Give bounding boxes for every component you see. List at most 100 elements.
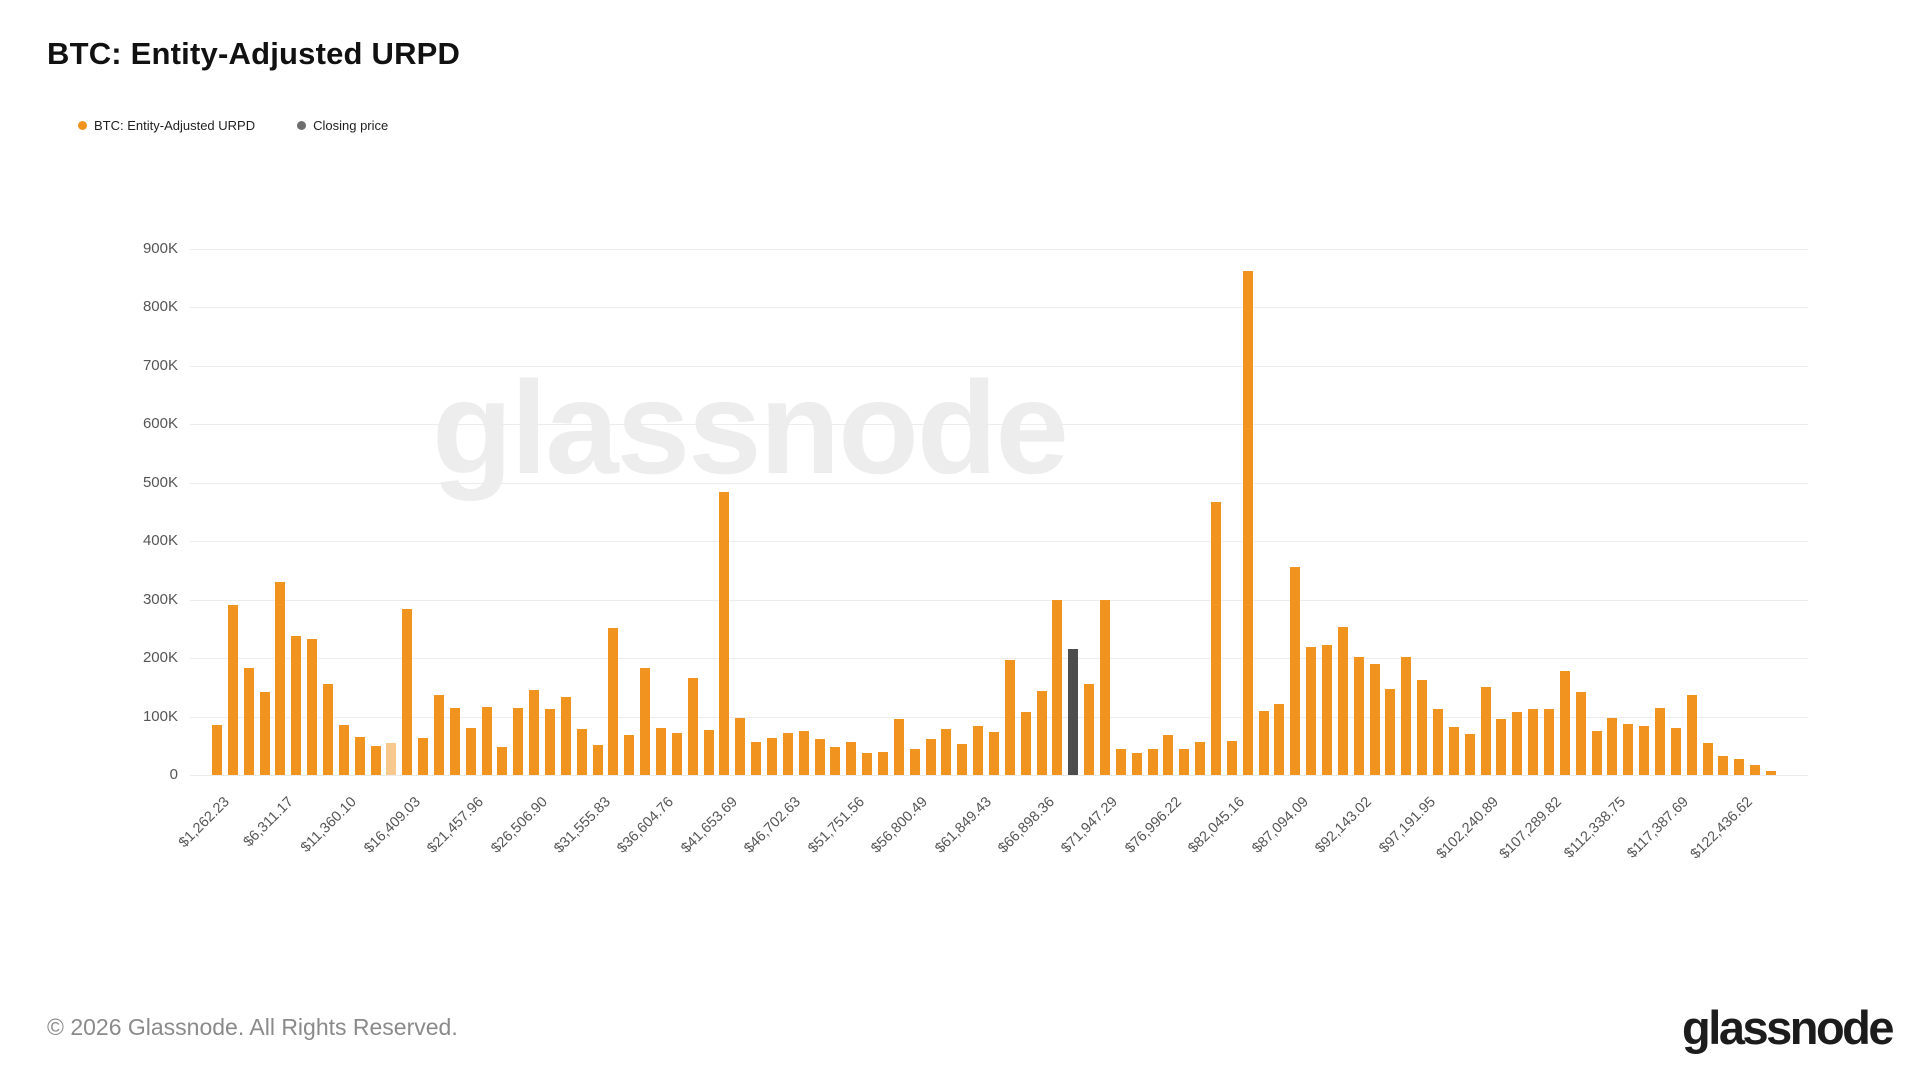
urpd-bar[interactable] — [1274, 704, 1285, 775]
urpd-bar[interactable] — [1036, 690, 1047, 775]
urpd-bar[interactable] — [354, 736, 365, 775]
urpd-bar[interactable] — [1306, 646, 1317, 775]
urpd-bar[interactable] — [893, 719, 904, 775]
urpd-bar[interactable] — [766, 737, 777, 775]
urpd-bar[interactable] — [1385, 689, 1396, 775]
urpd-bar[interactable] — [1448, 727, 1459, 775]
urpd-bar[interactable] — [624, 735, 635, 775]
urpd-bar[interactable] — [814, 739, 825, 775]
urpd-bar[interactable] — [877, 751, 888, 775]
legend-item-closing-price[interactable]: Closing price — [297, 118, 388, 133]
urpd-bar[interactable] — [687, 677, 698, 775]
urpd-bar[interactable] — [1607, 717, 1618, 775]
urpd-bar[interactable] — [782, 732, 793, 775]
urpd-bar[interactable] — [291, 636, 302, 775]
urpd-bar[interactable] — [1163, 735, 1174, 775]
urpd-bar[interactable] — [497, 746, 508, 775]
urpd-bar[interactable] — [1004, 659, 1015, 775]
urpd-bar[interactable] — [957, 743, 968, 775]
urpd-bar[interactable] — [529, 689, 540, 775]
urpd-bar[interactable] — [1147, 748, 1158, 775]
urpd-bar[interactable] — [862, 752, 873, 775]
urpd-bar[interactable] — [909, 749, 920, 775]
urpd-bar[interactable] — [1020, 711, 1031, 775]
urpd-bar[interactable] — [1084, 684, 1095, 775]
urpd-bar[interactable] — [1480, 687, 1491, 775]
urpd-bar[interactable] — [1290, 566, 1301, 775]
urpd-bar[interactable] — [1131, 752, 1142, 775]
urpd-bar[interactable] — [212, 725, 222, 775]
urpd-bar[interactable] — [433, 694, 444, 775]
urpd-bar[interactable] — [1369, 663, 1380, 775]
urpd-bar[interactable] — [370, 745, 381, 775]
urpd-bar[interactable] — [560, 697, 571, 775]
urpd-bar[interactable] — [275, 581, 286, 775]
urpd-bar[interactable] — [307, 638, 318, 775]
urpd-bar[interactable] — [243, 667, 254, 775]
urpd-bar[interactable] — [1528, 709, 1539, 775]
urpd-bar[interactable] — [1226, 741, 1237, 775]
urpd-bar[interactable] — [655, 728, 666, 775]
urpd-bar[interactable] — [973, 725, 984, 775]
urpd-bar[interactable] — [1099, 599, 1110, 775]
urpd-bar[interactable] — [513, 707, 524, 775]
urpd-bar[interactable] — [830, 746, 841, 775]
urpd-bar[interactable] — [1210, 502, 1221, 775]
urpd-bar[interactable] — [1464, 734, 1475, 775]
urpd-bar[interactable] — [798, 731, 809, 775]
urpd-bar[interactable] — [1765, 771, 1776, 775]
urpd-bar[interactable] — [1115, 748, 1126, 775]
urpd-bar[interactable] — [735, 717, 746, 775]
urpd-bar[interactable] — [751, 742, 762, 775]
urpd-bar[interactable] — [671, 732, 682, 775]
urpd-bar[interactable] — [846, 742, 857, 775]
urpd-bar[interactable] — [608, 628, 619, 775]
urpd-bar[interactable] — [418, 737, 429, 775]
urpd-bar[interactable] — [1670, 728, 1681, 775]
urpd-bar[interactable] — [402, 608, 413, 775]
urpd-bar[interactable] — [544, 708, 555, 775]
urpd-bar[interactable] — [640, 667, 651, 775]
urpd-bar[interactable] — [988, 732, 999, 775]
urpd-bar[interactable] — [719, 491, 730, 775]
urpd-bar[interactable] — [465, 727, 476, 775]
urpd-bar[interactable] — [1432, 708, 1443, 775]
urpd-bar[interactable] — [1321, 645, 1332, 775]
urpd-bar[interactable] — [481, 707, 492, 775]
urpd-bar[interactable] — [1512, 711, 1523, 775]
urpd-bar[interactable] — [1337, 626, 1348, 775]
urpd-bar[interactable] — [1734, 759, 1745, 775]
closing-price-bar[interactable] — [1068, 648, 1079, 775]
urpd-bar[interactable] — [1559, 670, 1570, 775]
urpd-bar[interactable] — [1258, 711, 1269, 775]
urpd-bar[interactable] — [592, 744, 603, 775]
urpd-bar[interactable] — [941, 729, 952, 775]
urpd-bar[interactable] — [1591, 731, 1602, 775]
urpd-bar[interactable] — [1623, 724, 1634, 775]
urpd-bar[interactable] — [1353, 656, 1364, 775]
urpd-bar[interactable] — [338, 724, 349, 775]
urpd-bar[interactable] — [322, 683, 333, 775]
urpd-bar[interactable] — [1543, 709, 1554, 775]
urpd-bar[interactable] — [449, 708, 460, 775]
urpd-bar[interactable] — [259, 691, 270, 775]
urpd-bar[interactable] — [1401, 656, 1412, 775]
urpd-bar[interactable] — [1686, 694, 1697, 775]
urpd-bar[interactable] — [227, 605, 238, 775]
urpd-bar[interactable] — [1750, 765, 1761, 775]
urpd-bar[interactable] — [1179, 749, 1190, 775]
urpd-bar[interactable] — [1702, 742, 1713, 775]
urpd-bar[interactable] — [1052, 600, 1063, 775]
urpd-bar-highlighted[interactable] — [386, 743, 397, 775]
urpd-bar[interactable] — [1496, 719, 1507, 775]
legend-item-urpd[interactable]: BTC: Entity-Adjusted URPD — [78, 118, 255, 133]
urpd-bar[interactable] — [1654, 708, 1665, 775]
urpd-bar[interactable] — [925, 739, 936, 775]
urpd-bar[interactable] — [576, 728, 587, 775]
urpd-bar[interactable] — [1417, 680, 1428, 775]
urpd-bar[interactable] — [1639, 725, 1650, 775]
urpd-bar[interactable] — [1242, 270, 1253, 775]
urpd-bar[interactable] — [1195, 742, 1206, 775]
urpd-bar[interactable] — [1575, 691, 1586, 775]
urpd-bar[interactable] — [703, 729, 714, 775]
